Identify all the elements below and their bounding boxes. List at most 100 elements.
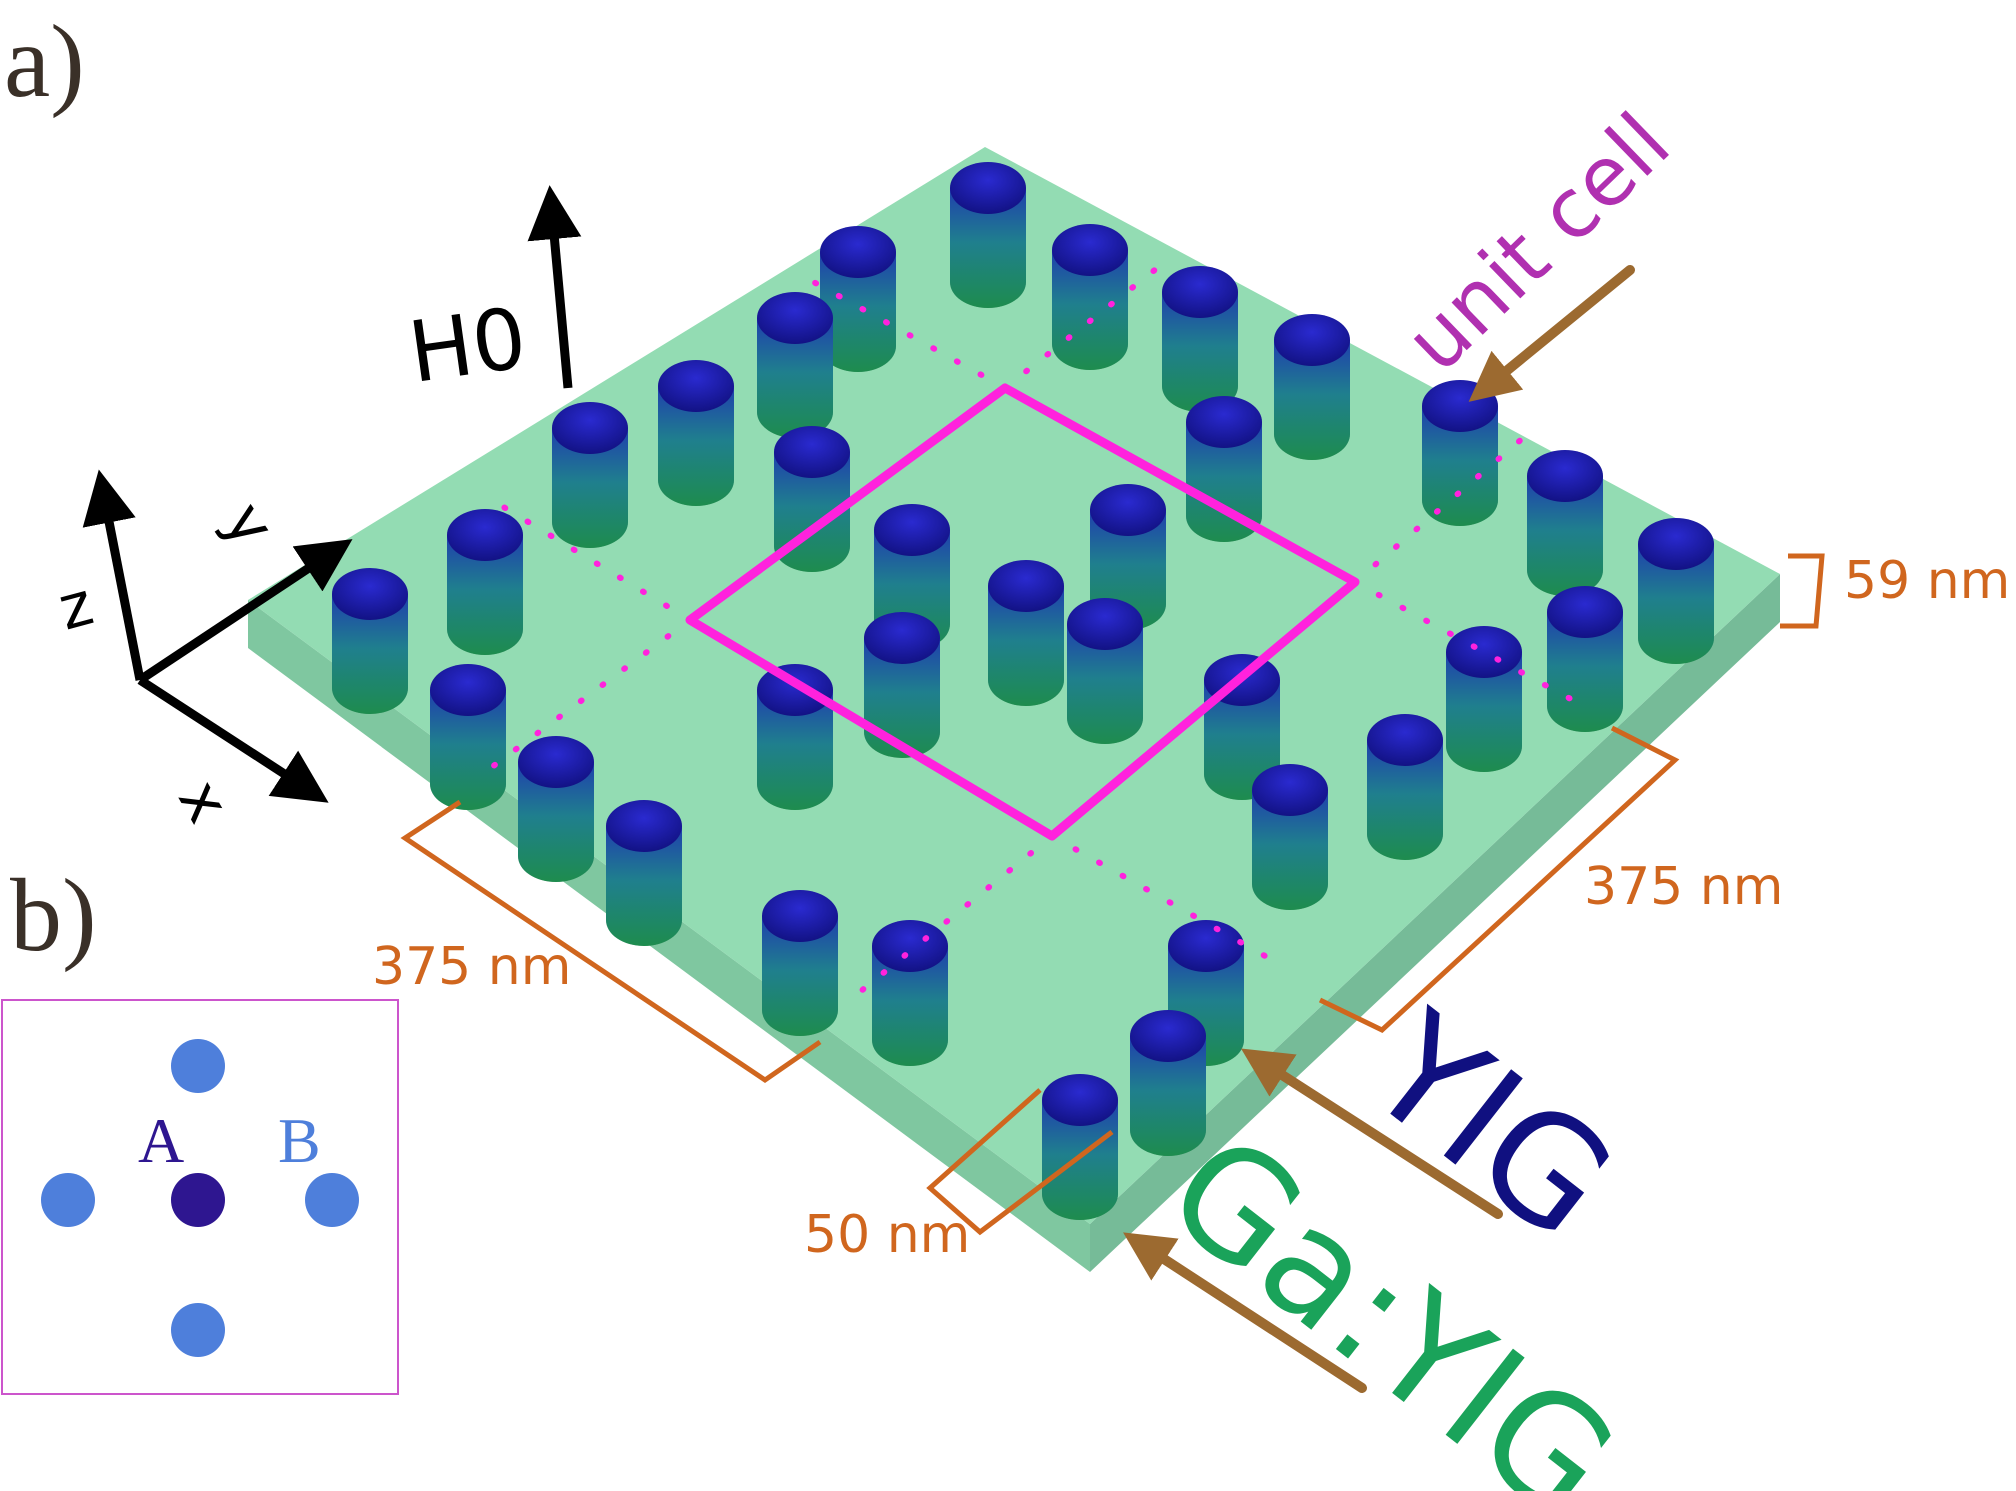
rod-top — [872, 920, 948, 972]
rod-top — [757, 664, 833, 716]
rod-top — [518, 736, 594, 788]
field-label: H0 — [403, 289, 532, 402]
yig-rod — [1130, 1010, 1206, 1156]
rod-top — [606, 800, 682, 852]
rod-top — [1162, 266, 1238, 318]
length-left-label: 375 nm — [372, 937, 571, 997]
bracket-left-length — [400, 799, 822, 1084]
rod-top — [1527, 450, 1603, 502]
rod-top — [1446, 626, 1522, 678]
rod-body — [757, 690, 833, 810]
rod-top — [1638, 518, 1714, 570]
bracket-right-length — [1318, 725, 1680, 1033]
site-a-label: A — [138, 1105, 184, 1176]
yig-rod — [1042, 1074, 1118, 1220]
rod-body — [430, 690, 506, 810]
z-axis-arrow — [82, 469, 145, 681]
rod-top — [658, 360, 734, 412]
yig-rod — [1067, 598, 1143, 744]
yig-rod — [1162, 266, 1238, 412]
yig-rod — [757, 664, 833, 810]
inset-panel: A B — [1, 999, 399, 1395]
z-axis-label: z — [52, 569, 101, 645]
unit-cell-dotted-lines — [485, 255, 1583, 1003]
rod-body — [872, 946, 948, 1066]
rod-body — [518, 762, 594, 882]
rod-body — [447, 535, 523, 655]
rod-top — [1052, 224, 1128, 276]
yig-rod — [1446, 626, 1522, 772]
rod-top — [1547, 586, 1623, 638]
site-b-left — [41, 1173, 95, 1227]
length-right-label: 375 nm — [1584, 857, 1783, 917]
rod-top — [1042, 1074, 1118, 1126]
yig-rod — [606, 800, 682, 946]
yig-rod — [1367, 714, 1443, 860]
diameter-label: 50 nm — [804, 1205, 970, 1265]
rod-body — [552, 428, 628, 548]
rod-top — [950, 162, 1026, 214]
rod-body — [864, 638, 940, 758]
site-b-top — [171, 1039, 225, 1093]
yig-rod — [658, 360, 734, 506]
rod-body — [1446, 652, 1522, 772]
inset-border — [1, 999, 399, 1395]
panel-a-label: a) — [4, 4, 85, 119]
yig-rod — [1638, 518, 1714, 664]
yig-rod — [1274, 314, 1350, 460]
rod-body — [1186, 422, 1262, 542]
yig-rod — [774, 426, 850, 572]
yig-rod — [1252, 764, 1328, 910]
yig-rod — [757, 292, 833, 438]
rod-top — [864, 612, 940, 664]
rod-body — [1527, 476, 1603, 596]
rod-body — [1274, 340, 1350, 460]
site-b-bottom — [171, 1303, 225, 1357]
rod-top — [1367, 714, 1443, 766]
yig-rod — [950, 162, 1026, 308]
rod-top — [762, 890, 838, 942]
rod-body — [1367, 740, 1443, 860]
y-axis-label: y — [210, 490, 288, 559]
unit-cell-pointer-arrow — [1468, 265, 1635, 402]
yig-rod — [1422, 380, 1498, 526]
yig-rod — [1527, 450, 1603, 596]
rod-top — [774, 426, 850, 478]
site-a-center — [171, 1173, 225, 1227]
rod-top — [1067, 598, 1143, 650]
rod-body — [1547, 612, 1623, 732]
rod-top — [552, 402, 628, 454]
rod-top — [988, 560, 1064, 612]
rod-body — [1204, 680, 1280, 800]
rod-top — [757, 292, 833, 344]
rod-body — [1638, 544, 1714, 664]
rod-body — [820, 252, 896, 372]
rod-body — [1252, 790, 1328, 910]
site-b-right — [305, 1173, 359, 1227]
gayig-pointer-arrow — [1123, 1232, 1367, 1393]
rod-top — [1274, 314, 1350, 366]
bracket-diameter — [926, 1088, 1114, 1236]
yig-rod — [447, 509, 523, 655]
yig-rod — [1547, 586, 1623, 732]
rod-body — [1042, 1100, 1118, 1220]
site-b-label: B — [278, 1105, 321, 1176]
yig-rod — [820, 226, 896, 372]
yig-rod — [864, 612, 940, 758]
yig-rod — [430, 664, 506, 810]
rod-body — [658, 386, 734, 506]
rod-body — [332, 594, 408, 714]
x-axis-label: x — [164, 768, 242, 834]
rod-body — [1052, 250, 1128, 370]
y-axis-arrow — [137, 539, 353, 684]
yig-rod — [988, 560, 1064, 706]
rod-top — [820, 226, 896, 278]
rod-top — [1186, 396, 1262, 448]
rod-top — [447, 509, 523, 561]
rod-top — [1252, 764, 1328, 816]
rod-body — [606, 826, 682, 946]
yig-pointer-arrow — [1240, 1048, 1503, 1219]
rod-body — [1067, 624, 1143, 744]
rod-body — [1130, 1036, 1206, 1156]
